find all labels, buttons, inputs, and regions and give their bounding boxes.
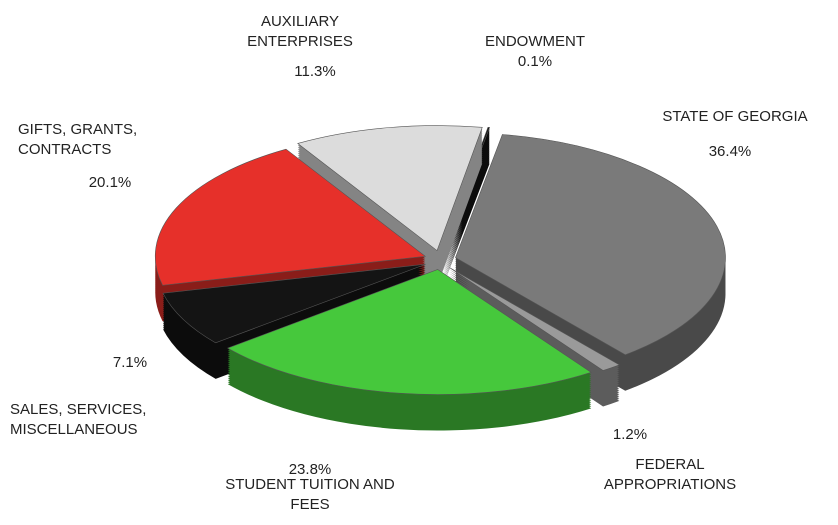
slice-label: FEDERAL APPROPRIATIONS: [603, 456, 737, 493]
value-label: 0.1%: [517, 53, 553, 70]
value-label: 23.8%: [288, 461, 332, 478]
slice-label: ENDOWMENT: [485, 33, 585, 50]
slice-label: GIFTS, GRANTS, CONTRACTS: [18, 121, 138, 158]
slice: [449, 267, 621, 371]
slice-label: SALES, SERVICES, MISCELLANEOUS: [10, 401, 147, 438]
slice-label: STUDENT TUITION AND FEES: [225, 476, 395, 513]
value-label: 36.4%: [708, 143, 752, 160]
value-label: 7.1%: [112, 354, 148, 371]
slice-label: AUXILIARY ENTERPRISES: [247, 13, 353, 50]
slice-label: STATE OF GEORGIA: [662, 108, 808, 125]
slice: [297, 125, 483, 252]
value-label: 20.1%: [88, 174, 132, 191]
value-label: 11.3%: [294, 63, 336, 80]
slice: [154, 148, 427, 286]
slice: [455, 134, 726, 356]
value-label: 1.2%: [612, 426, 648, 443]
slice: [227, 269, 592, 395]
slice: [162, 263, 426, 344]
